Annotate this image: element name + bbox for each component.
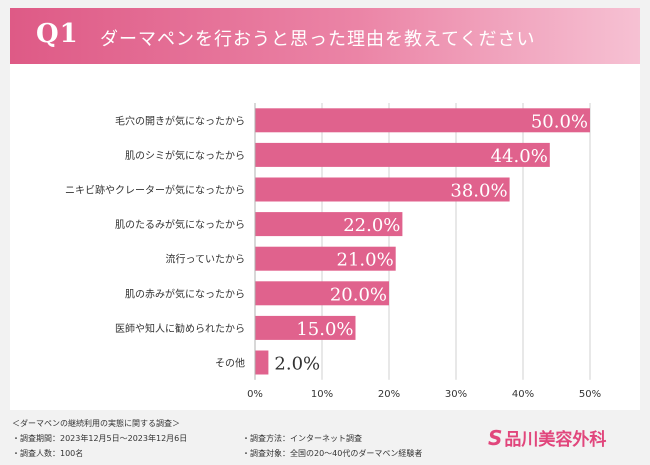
data-label: 38.0%: [450, 181, 507, 202]
category-label: 流行っていたから: [166, 253, 246, 266]
category-label: ニキビ跡やクレーターが気になったから: [65, 184, 245, 197]
survey-method: ・調査方法：インターネット調査: [242, 434, 362, 443]
category-label: 毛穴の開きが気になったから: [115, 114, 245, 127]
question-number: Q1: [36, 19, 79, 49]
survey-footer: ＜ダーマペンの継続利用の実態に関する調査＞ ・調査期間：2023年12月5日〜2…: [6, 418, 646, 462]
survey-period: ・調査期間：2023年12月5日〜2023年12月6日: [12, 434, 188, 443]
x-tick-label: 30%: [445, 389, 467, 400]
data-label: 20.0%: [330, 284, 387, 305]
survey-target: ・調査対象：全国の20〜40代のダーマペン経験者: [242, 449, 423, 458]
bar: [255, 281, 389, 306]
title-banner: Q1 ダーマペンを行おうと思った理由を教えてください: [10, 8, 640, 64]
data-label: 21.0%: [337, 250, 394, 271]
bar: [255, 212, 403, 237]
bar: [255, 350, 269, 375]
bar: [255, 315, 356, 340]
category-label: 肌の赤みが気になったから: [125, 287, 245, 300]
category-label: 肌のたるみが気になったから: [115, 218, 245, 231]
data-label: 15.0%: [296, 319, 353, 340]
data-label: 44.0%: [491, 146, 548, 167]
category-label: その他: [215, 357, 245, 370]
x-tick-label: 0%: [247, 389, 263, 400]
bar: [255, 108, 590, 133]
question-title: ダーマペンを行おうと思った理由を教えてください: [100, 29, 536, 50]
survey-title: ＜ダーマペンの継続利用の実態に関する調査＞: [12, 419, 180, 428]
brand-logo: S 品川美容外科: [488, 425, 606, 450]
chart-card: 0% 10% 20% 30% 40% 50% 毛穴の開きが気になったから 50.0% 肌のシミが…: [10, 64, 640, 410]
data-label: 2.0%: [274, 354, 320, 375]
bar: [255, 142, 550, 167]
x-tick-label: 40%: [512, 389, 534, 400]
bar: [255, 177, 510, 202]
x-tick-label: 50%: [579, 389, 601, 400]
category-label: 肌のシミが気になったから: [125, 149, 245, 162]
data-label: 50.0%: [531, 111, 588, 132]
category-label: 医師や知人に勧められたから: [115, 322, 245, 335]
survey-sample-size: ・調査人数：100名: [12, 449, 84, 458]
bar-chart: 0% 10% 20% 30% 40% 50% 毛穴の開きが気になったから 50.0% 肌のシミが…: [65, 103, 601, 400]
x-tick-label: 10%: [311, 389, 333, 400]
x-tick-label: 20%: [378, 389, 400, 400]
brand-mark-icon: S: [488, 426, 503, 450]
brand-name: 品川美容外科: [504, 430, 607, 450]
bar: [255, 246, 396, 271]
data-label: 22.0%: [343, 215, 400, 236]
